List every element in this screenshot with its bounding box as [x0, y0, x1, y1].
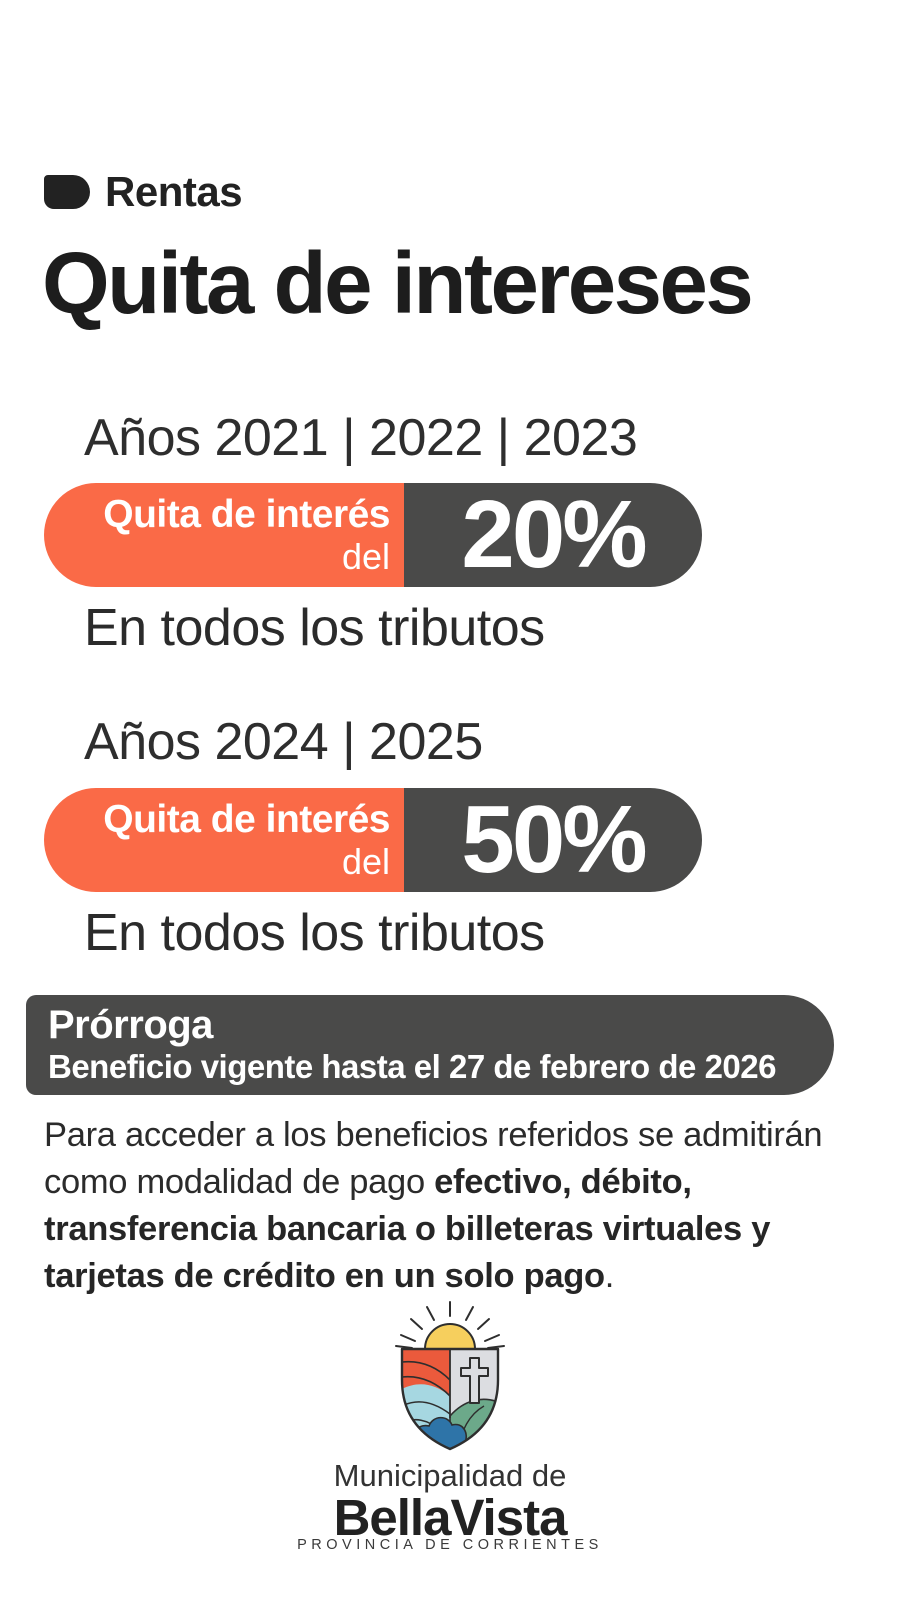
discount-pill-2-label-area: Quita de interés del — [44, 788, 404, 892]
org-prefix: Municipalidad de — [333, 1458, 567, 1493]
discount-pill-2-sub: del — [341, 840, 390, 882]
discount-pill-1-label: Quita de interés — [103, 493, 390, 537]
brand-logo: Rentas — [44, 168, 243, 216]
discount-pill-1-label-area: Quita de interés del — [44, 483, 404, 587]
discount-pill-2-percent-area: 50% — [404, 788, 702, 892]
footnote-1: En todos los tributos — [84, 599, 545, 657]
discount-pill-1-percent: 20% — [461, 483, 647, 587]
rentas-d-mark-icon — [44, 175, 90, 209]
discount-pill-1: Quita de interés del 20% — [44, 483, 702, 587]
discount-pill-2: Quita de interés del 50% — [44, 788, 702, 892]
page-title: Quita de intereses — [42, 235, 754, 332]
prorroga-title: Prórroga — [48, 1003, 213, 1048]
org-name: BellaVista — [333, 1489, 568, 1546]
org-subtitle: PROVINCIA DE CORRIENTES — [297, 1537, 603, 1553]
payment-terms-normal-2: . — [604, 1257, 615, 1295]
years-label-2: Años 2024 | 2025 — [84, 713, 483, 771]
payment-terms-bold: efectivo, débito, transferencia bancaria… — [44, 1163, 771, 1295]
discount-pill-1-sub: del — [341, 535, 390, 577]
discount-pill-2-label: Quita de interés — [103, 798, 390, 842]
brand-name: Rentas — [105, 168, 243, 215]
payment-terms-paragraph: Para acceder a los beneficios referidos … — [44, 1112, 876, 1300]
footnote-2: En todos los tributos — [84, 904, 545, 962]
discount-pill-1-percent-area: 20% — [404, 483, 702, 587]
prorroga-banner: Prórroga Beneficio vigente hasta el 27 d… — [26, 995, 834, 1095]
payment-terms-normal-1: Para acceder a los beneficios referidos … — [44, 1116, 823, 1201]
discount-pill-2-percent: 50% — [461, 788, 647, 892]
municipal-crest-icon — [395, 1301, 505, 1451]
years-label-1: Años 2021 | 2022 | 2023 — [84, 409, 638, 467]
prorroga-subtitle: Beneficio vigente hasta el 27 de febrero… — [48, 1048, 776, 1086]
